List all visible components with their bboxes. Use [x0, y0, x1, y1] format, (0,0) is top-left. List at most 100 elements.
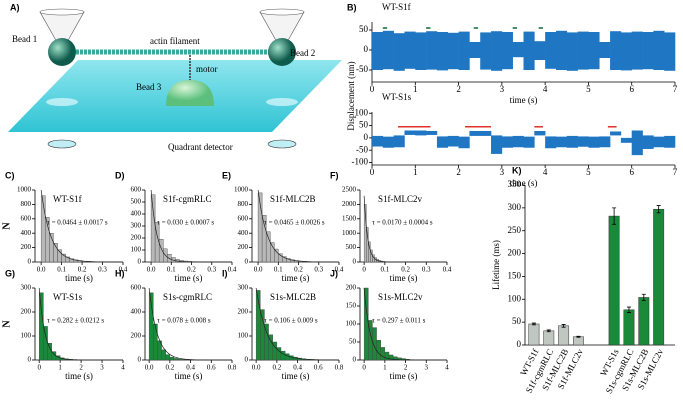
trace-band: [458, 31, 470, 71]
trace-band: [404, 31, 416, 69]
y-tick-label: 200: [21, 308, 32, 316]
x-tick-label: 5: [586, 84, 591, 94]
x-tick-label: 0.0: [252, 364, 261, 372]
hist-bar: [47, 343, 52, 361]
spot: [46, 98, 78, 106]
x-tick-label: 0.4: [119, 266, 128, 274]
x-axis-label: time (s): [510, 178, 538, 188]
x-tick-label: 0: [370, 167, 375, 177]
y-tick-label: 0: [364, 132, 369, 142]
y-tick-label: 0: [138, 258, 142, 266]
y-tick-label: 50: [359, 24, 369, 34]
trace-band: [436, 32, 449, 71]
fit-annotation: τ = 0.0465 ± 0.0026 s: [264, 219, 325, 227]
fit-curve: [363, 195, 447, 263]
x-tick-label: 0.6: [207, 364, 216, 372]
hist-bar: [264, 323, 269, 361]
error-bar: [546, 329, 551, 333]
y-tick-label: 250: [508, 225, 522, 235]
x-tick-label: 0.3: [314, 266, 323, 274]
x-axis-label: time (s): [390, 273, 418, 283]
y-tick-label: 200: [508, 248, 522, 258]
y-axis-label: Lifetime (ms): [491, 240, 501, 290]
y-tick-label: 400: [238, 229, 249, 237]
x-tick-label: 0.8: [335, 364, 344, 372]
trace-band: [436, 136, 449, 148]
panel-label: A): [10, 2, 20, 12]
trace-band: [415, 130, 427, 136]
fit-annotation: τ = 0.030 ± 0.0007 s: [157, 219, 214, 227]
y-tick-label: 600: [131, 284, 142, 292]
y-tick-label: 600: [21, 214, 32, 222]
trace-band: [588, 136, 600, 148]
hist-title: S1f-cgmRLC: [163, 194, 212, 204]
hist-bar: [169, 356, 175, 361]
trace-band: [588, 32, 600, 70]
y-tick-label: 0: [245, 258, 249, 266]
x-tick-label: 0.2: [272, 364, 281, 372]
y-tick-label: 500: [346, 243, 357, 251]
trace-band: [512, 42, 524, 58]
y-tick-label: 100: [508, 293, 522, 303]
x-tick-label: 4: [121, 364, 125, 372]
x-tick-label: 4: [445, 364, 449, 372]
hist-title: S1f-MLC2v: [378, 194, 423, 204]
error-bar: [656, 205, 661, 214]
hist-title: WT-S1f: [53, 194, 82, 204]
x-axis-label: time (s): [282, 371, 310, 381]
y-tick-label: 100: [346, 320, 357, 328]
x-tick-label: 0.4: [335, 266, 344, 274]
y-tick-label: 1000: [342, 229, 357, 237]
y-tick-label: -50: [356, 64, 368, 74]
x-tick-label: 0.2: [187, 266, 196, 274]
error-bar: [561, 324, 566, 328]
y-tick-label: 2500: [342, 186, 357, 194]
fit-annotation: τ = 0.0464 ± 0.0017 s: [47, 219, 108, 227]
trace-band: [523, 136, 535, 148]
x-tick-label: 4: [543, 167, 548, 177]
trace-band: [599, 42, 611, 58]
x-axis-label: time (s): [65, 273, 93, 283]
motor-label: motor: [196, 64, 218, 74]
trace-band: [393, 135, 405, 148]
panel-label: F): [330, 170, 339, 180]
trace-band: [480, 130, 492, 136]
x-tick-label: 0.3: [98, 266, 107, 274]
hist-title: S1s-MLC2B: [270, 292, 316, 302]
x-axis-label: time (s): [390, 371, 418, 381]
y-tick-label: 350: [508, 179, 522, 189]
bead-label: Bead 2: [290, 48, 315, 58]
y-tick-label: 50: [359, 120, 369, 130]
spot: [266, 98, 298, 106]
x-tick-label: 0: [370, 84, 375, 94]
x-tick-label: 2: [79, 364, 83, 372]
fit-curve: [257, 189, 339, 263]
trace-band: [404, 130, 416, 135]
hist-bar: [51, 351, 57, 361]
y-tick-label: 1000: [17, 186, 32, 194]
y-tick-label: 300: [131, 222, 142, 230]
x-tick-label: 3: [100, 364, 104, 372]
x-axis-label: time (s): [510, 95, 538, 105]
error-bar: [531, 322, 536, 326]
x-tick-label: 0.3: [207, 266, 216, 274]
trace-band: [631, 130, 643, 156]
hist-bar: [280, 350, 286, 361]
y-tick-label: 2000: [342, 200, 357, 208]
hist-bar: [161, 349, 166, 361]
detector: [267, 139, 297, 149]
y-tick-label: 1500: [342, 214, 357, 222]
trace-band: [610, 31, 622, 70]
error-bar: [612, 207, 617, 225]
trace-band: [620, 32, 633, 71]
trace-band: [382, 30, 394, 70]
trace-band: [501, 136, 513, 148]
x-tick-label: 0.4: [186, 364, 195, 372]
hist-bar: [376, 340, 381, 361]
y-tick-label: 100: [355, 107, 369, 117]
hist-bar: [265, 231, 271, 263]
fit-curve: [38, 287, 123, 361]
trace-band: [393, 33, 405, 71]
hist-bar: [380, 347, 386, 361]
error-bar: [641, 293, 646, 302]
